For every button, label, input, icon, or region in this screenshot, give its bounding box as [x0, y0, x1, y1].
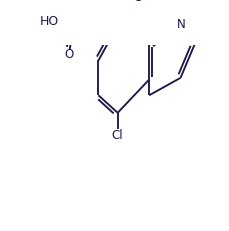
- Text: O: O: [134, 0, 143, 4]
- Text: Cl: Cl: [112, 128, 123, 142]
- Text: HO: HO: [40, 15, 59, 28]
- Text: N: N: [177, 18, 185, 31]
- Text: O: O: [64, 48, 74, 61]
